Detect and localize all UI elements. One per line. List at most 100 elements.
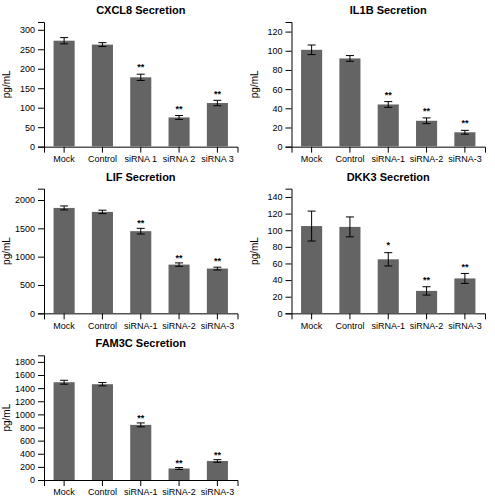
significance-marker: ** bbox=[176, 104, 184, 114]
bar bbox=[378, 259, 399, 313]
plot-area bbox=[301, 211, 475, 313]
error-bar bbox=[346, 217, 354, 237]
x-tick-mark bbox=[102, 480, 103, 486]
y-tick-label: 0 bbox=[30, 475, 35, 485]
x-tick: Mock bbox=[53, 147, 75, 164]
x-tick: Mock bbox=[53, 313, 75, 330]
y-tick-mark bbox=[38, 228, 44, 229]
x-tick-mark bbox=[140, 313, 141, 319]
significance-marker: ** bbox=[385, 90, 393, 100]
significance-marker: ** bbox=[214, 256, 222, 266]
x-tick-mark bbox=[179, 147, 180, 153]
y-tick-label: 50 bbox=[25, 123, 35, 133]
subplot: 0 50 100 150 200 250 300 Mock Control siRNA 1 siRN… bbox=[1, 4, 238, 164]
x-tick-mark bbox=[388, 147, 389, 153]
y-tick-mark bbox=[38, 313, 44, 314]
error-bar bbox=[213, 100, 221, 105]
subplot-title: DKK3 Secretion bbox=[347, 171, 430, 183]
y-tick: 40 bbox=[272, 275, 291, 285]
y-tick: 0 bbox=[30, 142, 44, 152]
y-tick-label: 1400 bbox=[15, 384, 35, 394]
y-tick: 100 bbox=[267, 46, 291, 56]
x-tick: siRNA-2 bbox=[162, 313, 196, 330]
error-bar bbox=[423, 287, 431, 295]
y-axis-line bbox=[286, 189, 293, 314]
chart-canvas: 0 50 100 150 200 250 300 Mock Control siRNA 1 siRN… bbox=[0, 0, 495, 500]
x-tick-label: siRNA 1 bbox=[124, 154, 157, 164]
plot-area bbox=[301, 45, 475, 147]
x-tick: siRNA-1 bbox=[371, 313, 405, 330]
y-axis-title: pg/mL bbox=[1, 70, 12, 98]
subplot: 020040060080010001200140016001800MockCon… bbox=[1, 337, 238, 497]
y-tick-label: 2000 bbox=[15, 195, 35, 205]
y-tick-mark bbox=[286, 89, 292, 90]
x-axis-line bbox=[292, 314, 486, 319]
plot-area bbox=[54, 380, 228, 480]
x-axis-line bbox=[45, 314, 239, 319]
significance-marker: ** bbox=[423, 106, 431, 116]
x-tick-label: siRNA-2 bbox=[410, 154, 444, 164]
y-tick: 100 bbox=[267, 226, 291, 236]
x-tick-mark bbox=[179, 313, 180, 319]
y-tick-label: 100 bbox=[20, 103, 35, 113]
y-tick-label: 1800 bbox=[15, 357, 35, 367]
y-tick: 500 bbox=[20, 280, 44, 290]
y-tick-label: 120 bbox=[267, 209, 282, 219]
y-tick-mark bbox=[286, 51, 292, 52]
y-tick-label: 150 bbox=[20, 84, 35, 94]
error-bar bbox=[175, 263, 183, 266]
bar bbox=[207, 269, 228, 314]
y-tick: 800 bbox=[20, 423, 44, 433]
bar bbox=[301, 50, 322, 147]
error-bar bbox=[461, 273, 469, 283]
y-tick-mark bbox=[286, 127, 292, 128]
y-tick-mark bbox=[38, 257, 44, 258]
y-axis: 020406080100120 bbox=[267, 23, 292, 153]
y-tick-mark bbox=[286, 32, 292, 33]
y-tick: 0 bbox=[277, 309, 291, 319]
y-tick-label: 200 bbox=[20, 462, 35, 472]
error-bar bbox=[384, 253, 392, 266]
error-bar bbox=[213, 267, 221, 270]
y-tick-mark bbox=[38, 285, 44, 286]
y-tick-label: 40 bbox=[272, 275, 282, 285]
y-tick-label: 200 bbox=[20, 64, 35, 74]
subplot-title: IL1B Secretion bbox=[350, 4, 427, 16]
y-tick: 80 bbox=[272, 65, 291, 75]
bar bbox=[54, 382, 75, 480]
y-tick: 1800 bbox=[15, 357, 44, 367]
y-tick-label: 1500 bbox=[15, 224, 35, 234]
y-tick-label: 500 bbox=[20, 280, 35, 290]
bar bbox=[169, 117, 190, 146]
bar bbox=[416, 121, 437, 147]
x-axis: MockControlsiRNA-1siRNA-2siRNA-3 bbox=[292, 313, 486, 330]
x-tick-mark bbox=[140, 147, 141, 153]
x-axis-line bbox=[292, 147, 486, 153]
x-tick: Control bbox=[88, 313, 117, 330]
y-tick-mark bbox=[38, 88, 44, 89]
y-tick-label: 0 bbox=[277, 142, 282, 152]
y-tick-mark bbox=[38, 414, 44, 415]
y-tick-label: 400 bbox=[20, 449, 35, 459]
y-axis-line bbox=[286, 23, 293, 148]
error-bar bbox=[60, 380, 68, 384]
bar bbox=[130, 231, 151, 313]
y-tick: 0 bbox=[30, 475, 44, 485]
significance-marker: ** bbox=[214, 450, 222, 460]
y-tick-mark bbox=[286, 297, 292, 298]
significance-marker: ** bbox=[461, 262, 469, 272]
x-tick: Control bbox=[88, 147, 117, 164]
x-tick: Control bbox=[335, 313, 364, 330]
y-tick-label: 250 bbox=[20, 45, 35, 55]
y-tick: 60 bbox=[272, 85, 291, 95]
x-tick-mark bbox=[426, 313, 427, 319]
y-tick-mark bbox=[286, 247, 292, 248]
x-tick: siRNA-3 bbox=[201, 480, 235, 497]
x-tick-label: siRNA-1 bbox=[371, 154, 405, 164]
x-tick-label: siRNA 2 bbox=[163, 154, 196, 164]
bar bbox=[92, 212, 113, 313]
error-bar bbox=[308, 45, 316, 55]
x-axis-line bbox=[45, 147, 239, 153]
y-tick: 50 bbox=[25, 123, 44, 133]
y-tick-label: 300 bbox=[20, 25, 35, 35]
